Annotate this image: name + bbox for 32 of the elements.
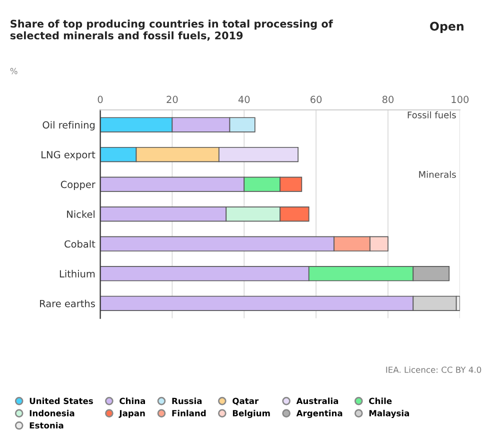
legend-label: Indonesia xyxy=(30,410,74,416)
legend-label: Argentina xyxy=(296,410,342,418)
y-tick-label: Nickel xyxy=(67,210,95,218)
legend-label: Japan xyxy=(118,410,145,418)
y-tick-label: Oil refining xyxy=(42,121,95,130)
y-tick-label: LNG export xyxy=(42,151,96,160)
x-tick-label: 100 xyxy=(452,96,469,104)
text: IEA. Licence: CC BY 4.0 xyxy=(386,366,482,373)
chart-title: Share of top producing countries in total processing of selected minerals and fossil fuels, 2019 xyxy=(10,20,333,41)
annotation: Fossil fuels xyxy=(408,111,456,118)
x-tick-label: 60 xyxy=(310,96,322,104)
legend-label: Chile xyxy=(369,398,392,404)
legend-label: Estonia xyxy=(30,422,64,429)
x-tick-label: 80 xyxy=(382,96,394,104)
legend-label: Qatar xyxy=(232,398,259,406)
legend-label: China xyxy=(120,398,146,404)
text: Open xyxy=(430,22,464,33)
y-tick-label: Lithium xyxy=(60,270,95,278)
legend-label: Russia xyxy=(172,398,202,404)
x-tick-label: 0 xyxy=(98,96,103,104)
y-tick-label: Copper xyxy=(60,180,96,190)
legend-label: Malaysia xyxy=(369,410,410,418)
legend-label: United States xyxy=(30,398,93,404)
x-axis-title: % xyxy=(10,68,18,74)
legend-label: Finland xyxy=(172,410,206,416)
x-tick-label: 20 xyxy=(166,96,178,104)
y-tick-label: Cobalt xyxy=(64,240,96,248)
y-tick-label: Rare earths xyxy=(40,300,95,308)
annotation: Minerals xyxy=(419,170,456,178)
x-tick-label: 40 xyxy=(238,96,250,104)
legend-label: Belgium xyxy=(232,410,270,418)
legend-label: Australia xyxy=(296,398,338,404)
